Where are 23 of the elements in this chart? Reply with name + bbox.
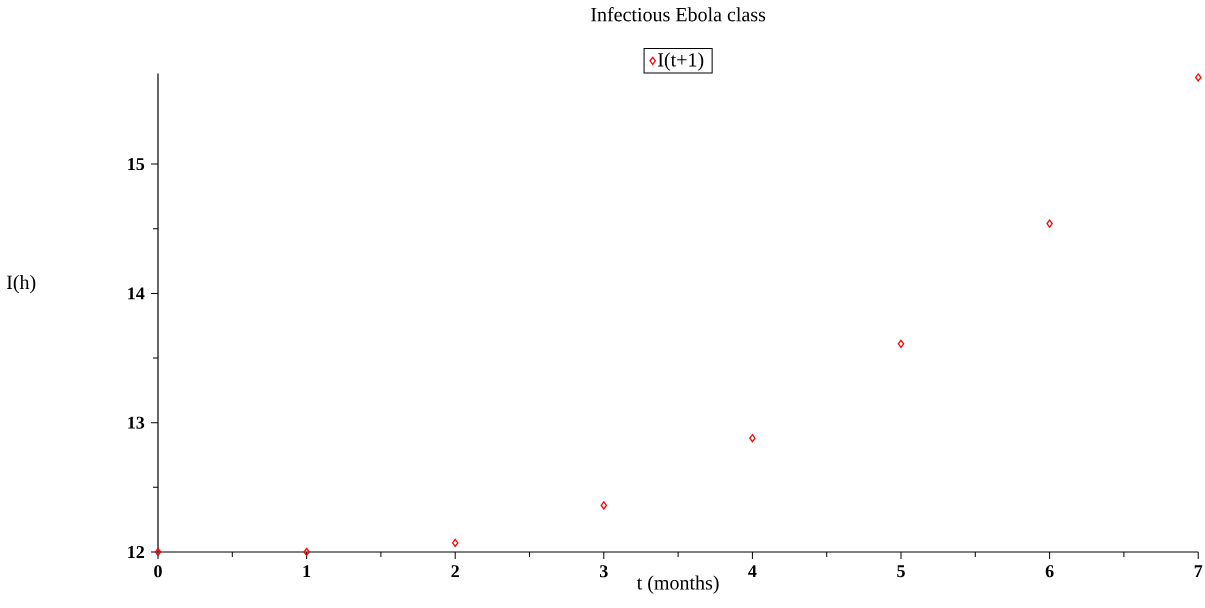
point	[154, 547, 162, 557]
y-tick-label: 12	[128, 546, 145, 558]
x-tick-label: 3	[599, 565, 608, 578]
point	[451, 538, 459, 548]
x-tick-label: 6	[1045, 565, 1054, 578]
x-axis-title: t (months)	[636, 575, 719, 594]
point	[1046, 219, 1053, 228]
y-tick-label: 14	[128, 287, 145, 300]
point	[1194, 73, 1202, 82]
point	[749, 434, 756, 443]
point	[303, 547, 310, 557]
chart-title: Infectious Ebola class	[591, 7, 766, 22]
y-tick-label: 13	[128, 416, 145, 429]
y-tick-label: 15	[128, 158, 145, 171]
x-tick-label: 5	[897, 565, 905, 578]
y-axis-title: I(h)	[6, 275, 36, 294]
legend-label: I(t+1)	[658, 52, 704, 71]
point	[600, 501, 608, 510]
x-tick-label: 0	[154, 565, 162, 578]
x-tick-label: 4	[748, 565, 757, 578]
x-tick-label: 1	[303, 565, 311, 578]
x-tick-label: 7	[1194, 565, 1203, 577]
x-tick-label: 2	[451, 565, 459, 578]
